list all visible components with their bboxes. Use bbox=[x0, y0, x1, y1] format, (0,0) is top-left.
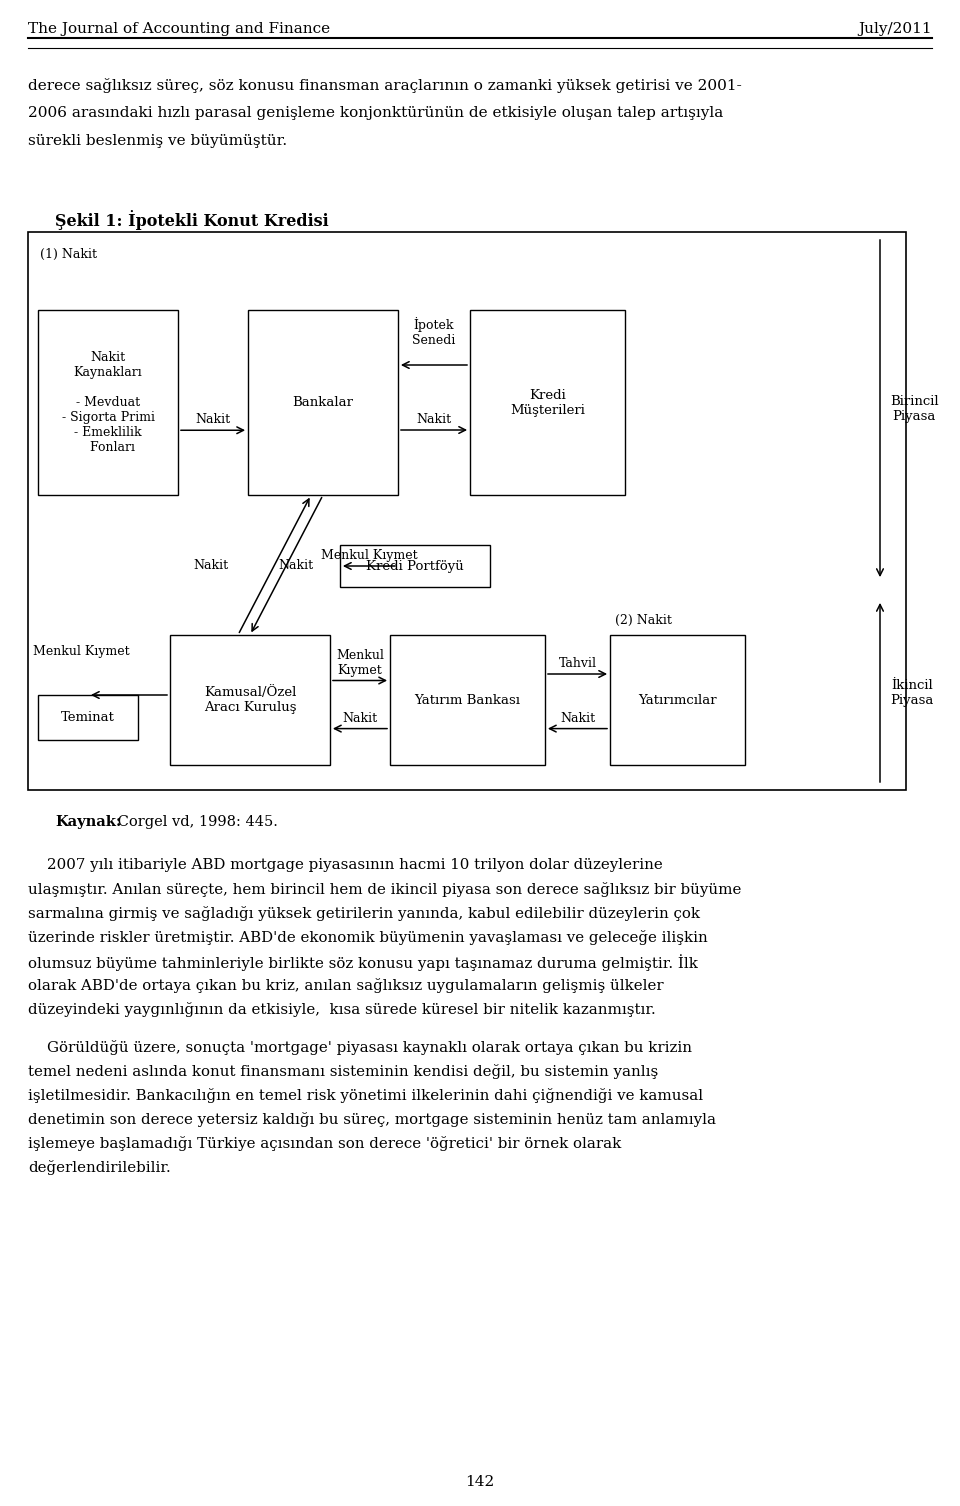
Bar bbox=[248, 310, 398, 495]
Text: Nakit: Nakit bbox=[196, 413, 230, 426]
Text: July/2011: July/2011 bbox=[858, 23, 932, 36]
Bar bbox=[38, 310, 178, 495]
Text: düzeyindeki yaygınlığının da etkisiyle,  kısa sürede küresel bir nitelik kazanmı: düzeyindeki yaygınlığının da etkisiyle, … bbox=[28, 1001, 656, 1017]
Text: Corgel vd, 1998: 445.: Corgel vd, 1998: 445. bbox=[113, 815, 277, 828]
Text: Nakit: Nakit bbox=[417, 413, 451, 426]
Text: temel nedeni aslında konut finansmanı sisteminin kendisi değil, bu sistemin yanl: temel nedeni aslında konut finansmanı si… bbox=[28, 1065, 659, 1078]
Bar bbox=[610, 636, 745, 765]
Text: Kamusal/Özel
Aracı Kuruluş: Kamusal/Özel Aracı Kuruluş bbox=[204, 687, 297, 714]
Text: Menkul Kıymet: Menkul Kıymet bbox=[321, 550, 418, 562]
Text: Kaynak:: Kaynak: bbox=[55, 815, 121, 828]
Text: işlemeye başlamadığı Türkiye açısından son derece 'öğretici' bir örnek olarak: işlemeye başlamadığı Türkiye açısından s… bbox=[28, 1136, 621, 1151]
Text: üzerinde riskler üretmiştir. ABD'de ekonomik büyümenin yavaşlaması ve geleceğe i: üzerinde riskler üretmiştir. ABD'de ekon… bbox=[28, 931, 708, 944]
Text: olumsuz büyüme tahminleriyle birlikte söz konusu yapı taşınamaz duruma gelmiştir: olumsuz büyüme tahminleriyle birlikte sö… bbox=[28, 953, 698, 971]
Text: Yatırımcılar: Yatırımcılar bbox=[638, 693, 717, 706]
Bar bbox=[390, 636, 545, 765]
Text: işletilmesidir. Bankacılığın en temel risk yönetimi ilkelerinin dahi çiğnendiği : işletilmesidir. Bankacılığın en temel ri… bbox=[28, 1087, 703, 1102]
Text: 2006 arasındaki hızlı parasal genişleme konjonktürünün de etkisiyle oluşan talep: 2006 arasındaki hızlı parasal genişleme … bbox=[28, 105, 723, 120]
Text: İpotek
Senedi: İpotek Senedi bbox=[412, 318, 456, 346]
Text: Görüldüğü üzere, sonuçta 'mortgage' piyasası kaynaklı olarak ortaya çıkan bu kri: Görüldüğü üzere, sonuçta 'mortgage' piya… bbox=[28, 1041, 692, 1056]
Text: denetimin son derece yetersiz kaldığı bu süreç, mortgage sisteminin henüz tam an: denetimin son derece yetersiz kaldığı bu… bbox=[28, 1111, 716, 1126]
Text: derece sağlıksız süreç, söz konusu finansman araçlarının o zamanki yüksek getiri: derece sağlıksız süreç, söz konusu finan… bbox=[28, 78, 742, 93]
Text: Kredi Portföyü: Kredi Portföyü bbox=[366, 560, 464, 572]
Text: (2) Nakit: (2) Nakit bbox=[615, 614, 672, 626]
Text: 142: 142 bbox=[466, 1474, 494, 1489]
Text: Nakit: Nakit bbox=[193, 559, 228, 571]
Text: 2007 yılı itibariyle ABD mortgage piyasasının hacmi 10 trilyon dolar düzeylerine: 2007 yılı itibariyle ABD mortgage piyasa… bbox=[28, 858, 662, 872]
Text: sürekli beslenmiş ve büyümüştür.: sürekli beslenmiş ve büyümüştür. bbox=[28, 134, 287, 148]
Text: Nakit: Nakit bbox=[560, 712, 595, 724]
Text: olarak ABD'de ortaya çıkan bu kriz, anılan sağlıksız uygulamaların gelişmiş ülke: olarak ABD'de ortaya çıkan bu kriz, anıl… bbox=[28, 977, 663, 992]
Text: Nakit: Nakit bbox=[277, 559, 313, 571]
Text: sarmalına girmiş ve sağladığı yüksek getirilerin yanında, kabul edilebilir düzey: sarmalına girmiş ve sağladığı yüksek get… bbox=[28, 907, 700, 922]
Text: Menkul
Kıymet: Menkul Kıymet bbox=[336, 649, 384, 676]
Text: ulaşmıştır. Anılan süreçte, hem birincil hem de ikincil piyasa son derece sağlık: ulaşmıştır. Anılan süreçte, hem birincil… bbox=[28, 883, 741, 898]
Bar bbox=[28, 232, 906, 791]
Text: Bankalar: Bankalar bbox=[293, 396, 353, 410]
Text: Teminat: Teminat bbox=[61, 711, 115, 724]
Text: değerlendirilebilir.: değerlendirilebilir. bbox=[28, 1160, 171, 1175]
Text: Kredi
Müşterileri: Kredi Müşterileri bbox=[510, 389, 585, 417]
Text: Tahvil: Tahvil bbox=[559, 657, 596, 670]
Text: Menkul Kıymet: Menkul Kıymet bbox=[33, 645, 130, 658]
Bar bbox=[340, 545, 490, 587]
Text: İkincil
Piyasa: İkincil Piyasa bbox=[890, 679, 933, 706]
Text: (1) Nakit: (1) Nakit bbox=[40, 248, 97, 261]
Text: Nakit: Nakit bbox=[343, 712, 377, 724]
Text: Yatırım Bankası: Yatırım Bankası bbox=[415, 693, 520, 706]
Text: The Journal of Accounting and Finance: The Journal of Accounting and Finance bbox=[28, 23, 330, 36]
Text: Nakit
Kaynakları

- Mevduat
- Sigorta Primi
- Emeklilik
  Fonları: Nakit Kaynakları - Mevduat - Sigorta Pri… bbox=[61, 351, 155, 453]
Text: Şekil 1: İpotekli Konut Kredisi: Şekil 1: İpotekli Konut Kredisi bbox=[55, 209, 328, 230]
Bar bbox=[170, 636, 330, 765]
Bar bbox=[38, 694, 138, 739]
Bar bbox=[470, 310, 625, 495]
Text: Birincil
Piyasa: Birincil Piyasa bbox=[890, 395, 939, 423]
